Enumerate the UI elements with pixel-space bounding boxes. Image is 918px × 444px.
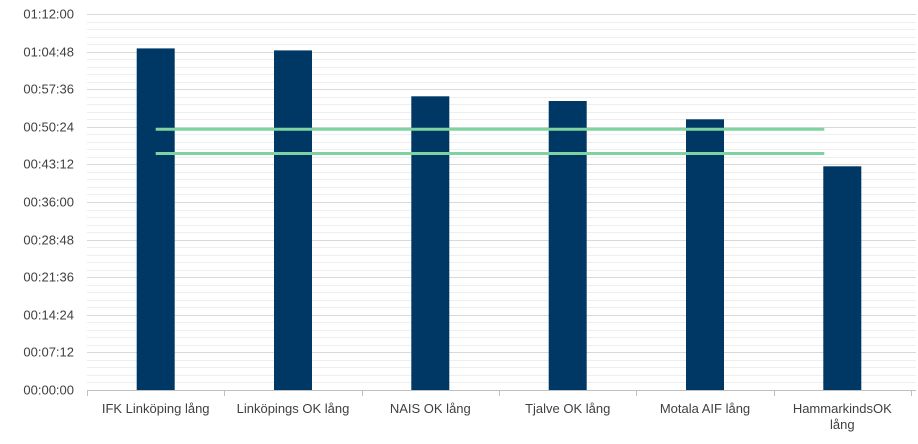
y-tick-label: 00:36:00 <box>23 195 74 210</box>
bar <box>548 101 587 390</box>
x-axis-category-labels: IFK Linköping lång Linköpings OK lång NAIS… <box>102 401 892 432</box>
bar <box>136 48 175 391</box>
y-axis-tick-labels: 00:00:00 00:07:12 00:14:24 00:21:36 00:28:48… <box>23 7 74 398</box>
y-tick-label: 01:04:48 <box>23 45 74 60</box>
y-tick-label: 00:14:24 <box>23 308 74 323</box>
bars <box>136 48 862 391</box>
reference-lines <box>155 127 825 155</box>
bar <box>274 50 312 391</box>
x-category-label: NAIS OK lång <box>390 401 471 416</box>
x-category-label: lång <box>830 417 855 432</box>
x-category-label: IFK Linköping lång <box>102 401 210 416</box>
major-gridlines <box>87 14 916 353</box>
y-tick-label: 00:43:12 <box>23 157 74 172</box>
bar <box>411 96 450 391</box>
x-category-label: Motala AIF lång <box>660 401 750 416</box>
x-category-label: HammarkindsOK <box>793 401 892 416</box>
x-axis <box>87 390 916 396</box>
y-tick-label: 00:21:36 <box>23 270 74 285</box>
x-category-label: Tjalve OK lång <box>525 401 610 416</box>
y-tick-label: 00:07:12 <box>23 345 74 360</box>
bar <box>686 119 724 391</box>
y-tick-label: 00:57:36 <box>23 82 74 97</box>
y-tick-label: 00:00:00 <box>23 383 74 398</box>
bar <box>823 166 862 390</box>
y-tick-label: 01:12:00 <box>23 7 74 22</box>
minor-gridlines <box>87 22 916 383</box>
y-tick-label: 00:50:24 <box>23 120 74 135</box>
x-category-label: Linköpings OK lång <box>237 401 350 416</box>
y-tick-label: 00:28:48 <box>23 233 74 248</box>
